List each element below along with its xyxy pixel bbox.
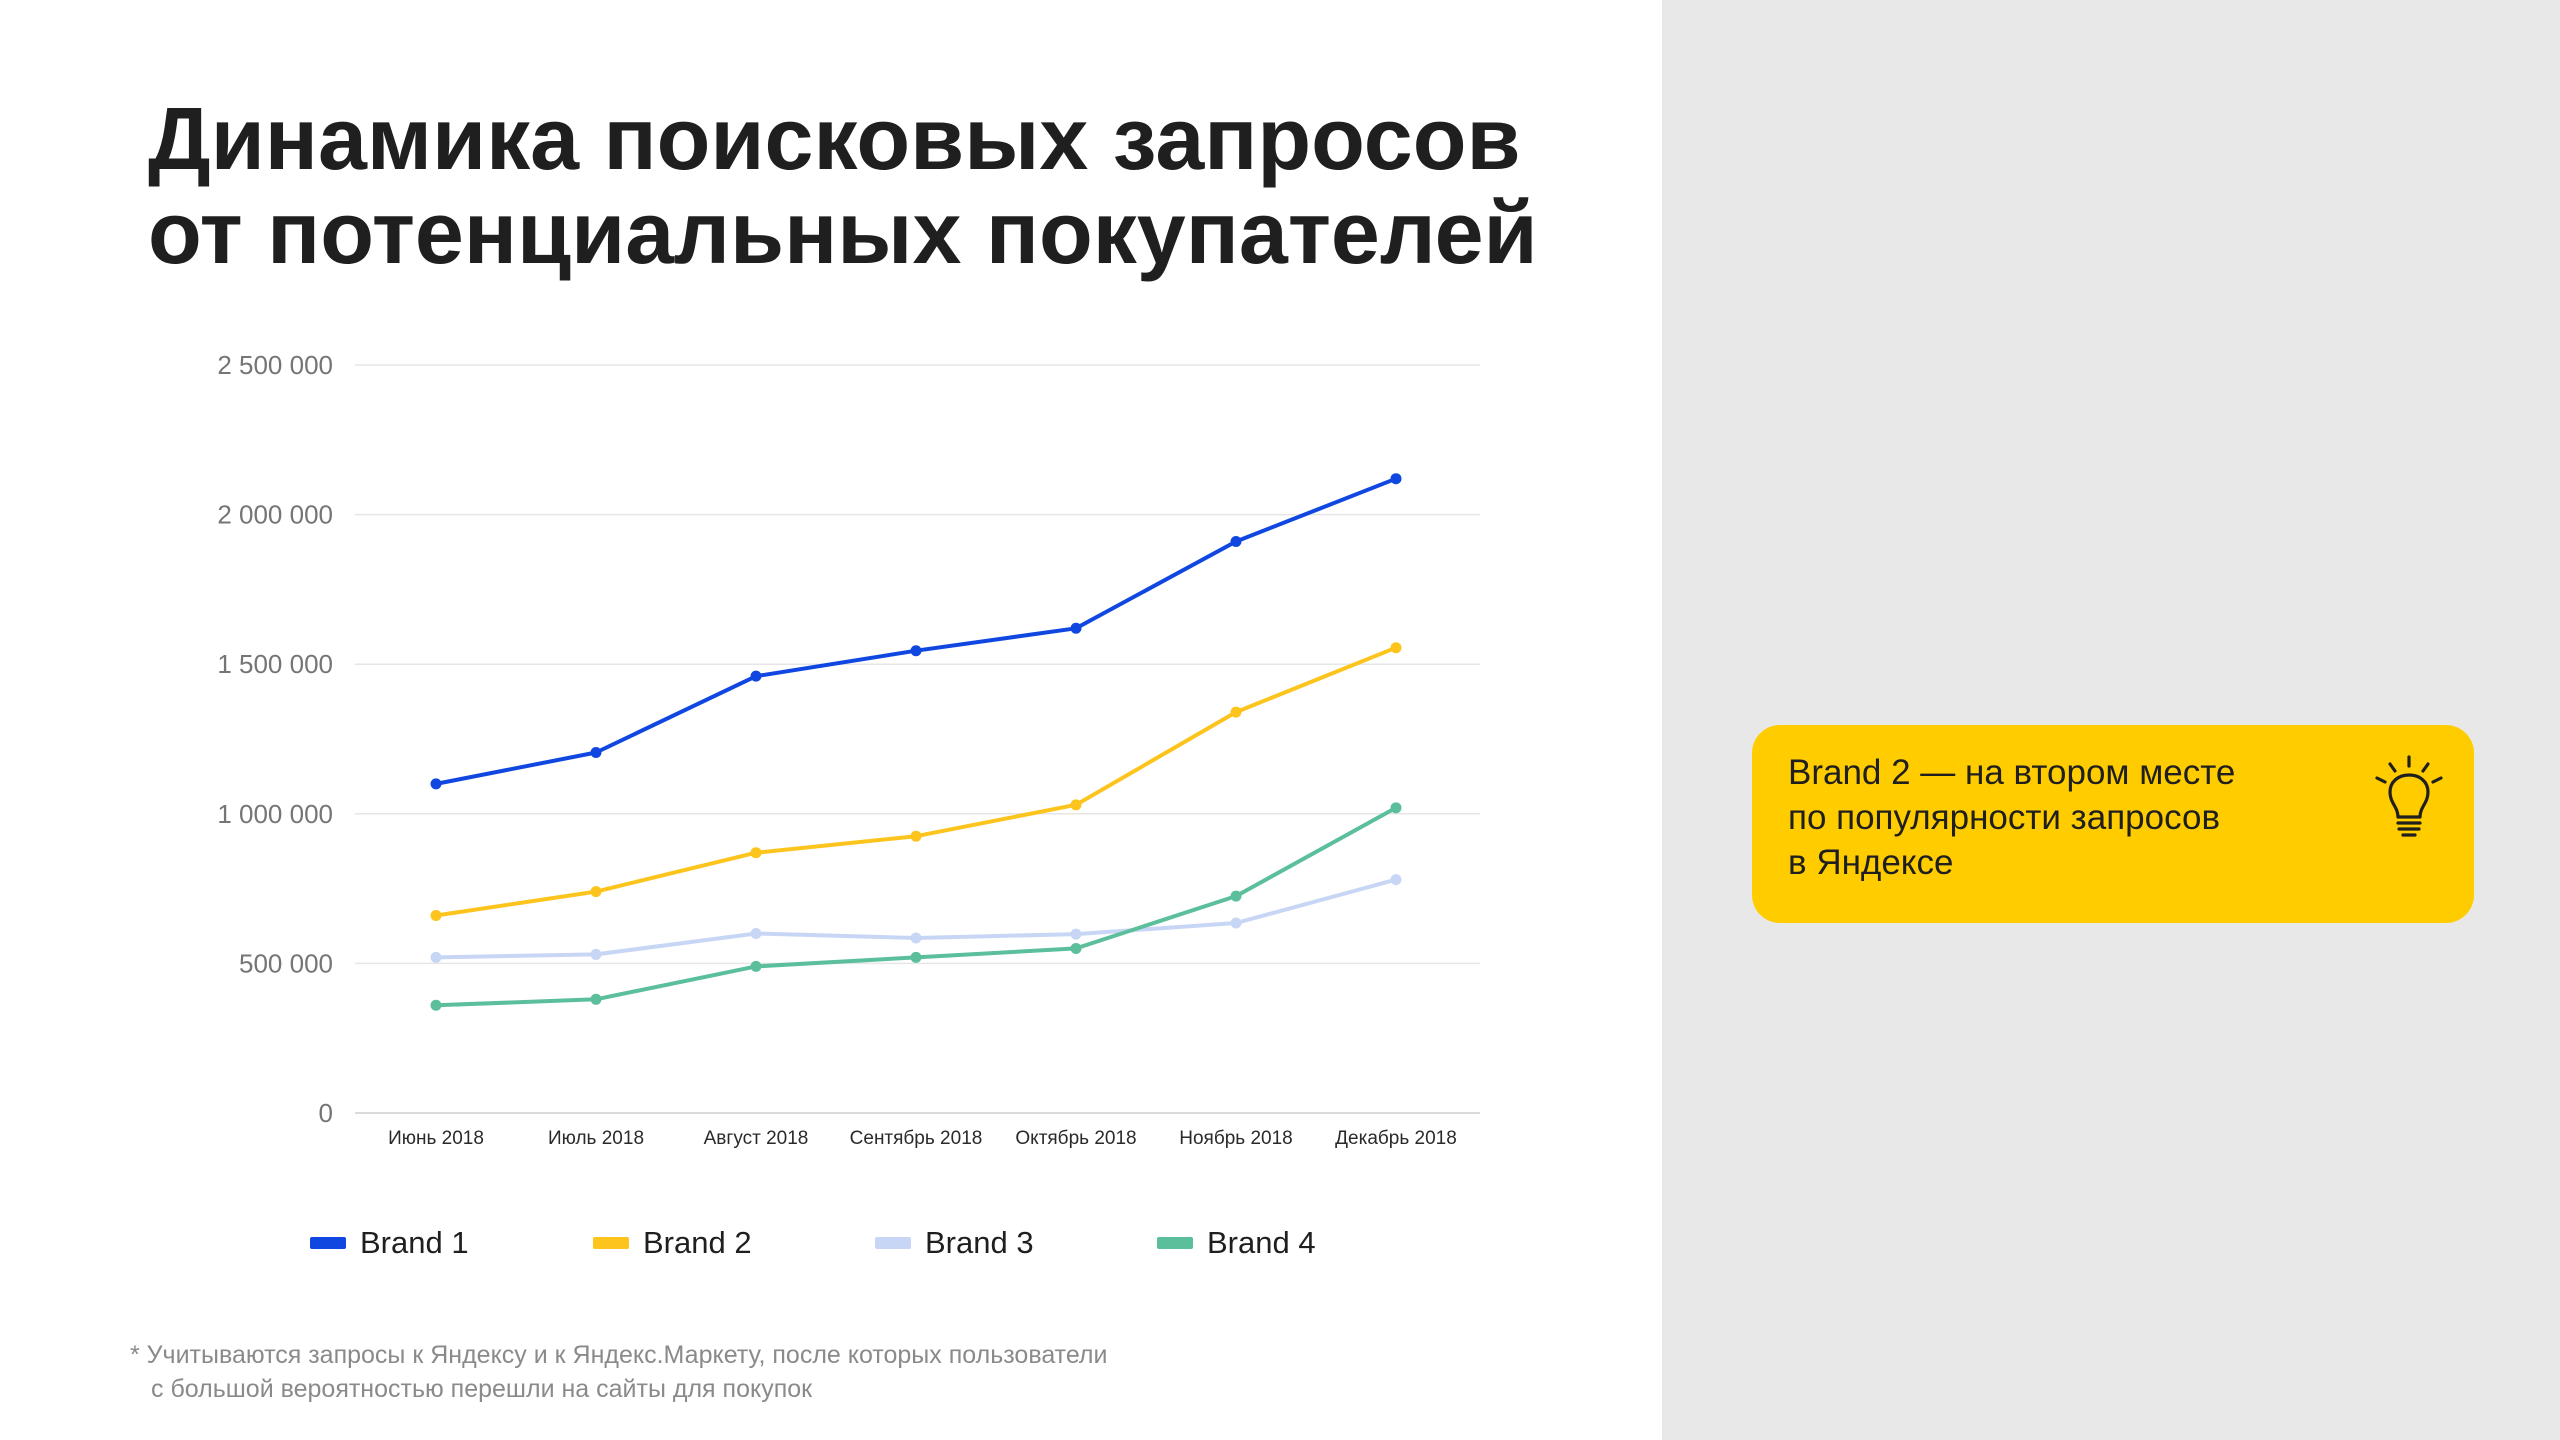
data-point-brand-3 [590,948,602,960]
x-tick-label: Сентябрь 2018 [850,1128,983,1149]
data-point-brand-2 [750,847,762,859]
data-point-brand-4 [1230,890,1242,902]
series-line-brand-1 [434,476,1398,786]
data-point-brand-4 [1070,942,1082,954]
data-point-brand-1 [430,778,442,790]
data-point-brand-3 [1390,874,1402,886]
lightbulb-icon [2375,755,2443,837]
legend-swatch [1157,1237,1193,1249]
data-point-brand-2 [590,886,602,898]
x-tick-label: Август 2018 [704,1128,809,1149]
data-point-brand-4 [1390,802,1402,814]
y-tick-label: 2 000 000 [217,500,333,530]
callout-line-1: Brand 2 — на втором месте [1788,753,2236,792]
data-point-brand-2 [1230,706,1242,718]
data-point-brand-4 [590,993,602,1005]
data-point-brand-2 [910,830,922,842]
data-point-brand-1 [1390,473,1402,485]
legend-label: Brand 4 [1207,1225,1316,1260]
chart-legend: Brand 1 Brand 2 Brand 3 Brand 4 [310,1218,1410,1268]
x-tick-label: Июнь 2018 [388,1128,484,1149]
x-tick-label: Октябрь 2018 [1015,1128,1136,1149]
data-point-brand-2 [1390,642,1402,654]
legend-item-brand-1: Brand 1 [310,1218,469,1268]
callout-line-2: по популярности запросов [1788,798,2221,837]
legend-item-brand-2: Brand 2 [593,1218,752,1268]
callout-box: Brand 2 — на втором месте по популярност… [1752,725,2474,923]
data-point-brand-3 [750,927,762,939]
legend-label: Brand 3 [925,1225,1034,1260]
line-chart: 0 500 000 1 000 000 1 500 000 2 000 000 2 500… [217,350,1480,1149]
right-panel [1662,0,2560,1440]
y-tick-label: 1 000 000 [217,799,333,829]
data-point-brand-2 [430,910,442,922]
data-point-brand-4 [750,960,762,972]
data-point-brand-1 [1230,536,1242,548]
data-point-brand-3 [910,932,922,944]
legend-item-brand-4: Brand 4 [1157,1218,1316,1268]
slide-title: Динамика поисковых запросов от потенциал… [148,92,1628,280]
legend-item-brand-3: Brand 3 [875,1218,1034,1268]
series-line-brand-3 [434,877,1398,960]
data-point-brand-3 [1070,928,1082,940]
data-point-brand-4 [910,951,922,963]
data-point-brand-1 [1070,622,1082,634]
x-tick-label: Июль 2018 [548,1128,644,1149]
legend-swatch [310,1237,346,1249]
data-point-brand-1 [750,670,762,682]
y-tick-label: 500 000 [239,948,333,978]
data-point-brand-1 [590,746,602,758]
legend-swatch [593,1237,629,1249]
title-line-2: от потенциальных покупателей [148,183,1538,282]
footnote-line-1: * Учитываются запросы к Яндексу и к Янде… [130,1341,1108,1369]
data-point-brand-4 [430,999,442,1011]
data-point-brand-3 [430,951,442,963]
data-point-brand-1 [910,645,922,657]
x-tick-label: Декабрь 2018 [1335,1128,1457,1149]
callout-line-3: в Яндексе [1788,843,1954,882]
footnote: * Учитываются запросы к Яндексу и к Янде… [130,1338,1530,1406]
legend-swatch [875,1237,911,1249]
y-tick-label: 1 500 000 [217,649,333,679]
legend-label: Brand 1 [360,1225,469,1260]
series-line-brand-2 [434,645,1398,918]
title-line-1: Динамика поисковых запросов [148,89,1521,188]
footnote-line-2: с большой вероятностью перешли на сайты … [151,1375,813,1403]
callout-text: Brand 2 — на втором месте по популярност… [1788,750,2348,885]
legend-label: Brand 2 [643,1225,752,1260]
x-tick-label: Ноябрь 2018 [1179,1128,1292,1149]
data-point-brand-3 [1230,917,1242,929]
y-tick-label: 0 [319,1098,333,1128]
data-point-brand-2 [1070,799,1082,811]
y-tick-label: 2 500 000 [217,350,333,380]
